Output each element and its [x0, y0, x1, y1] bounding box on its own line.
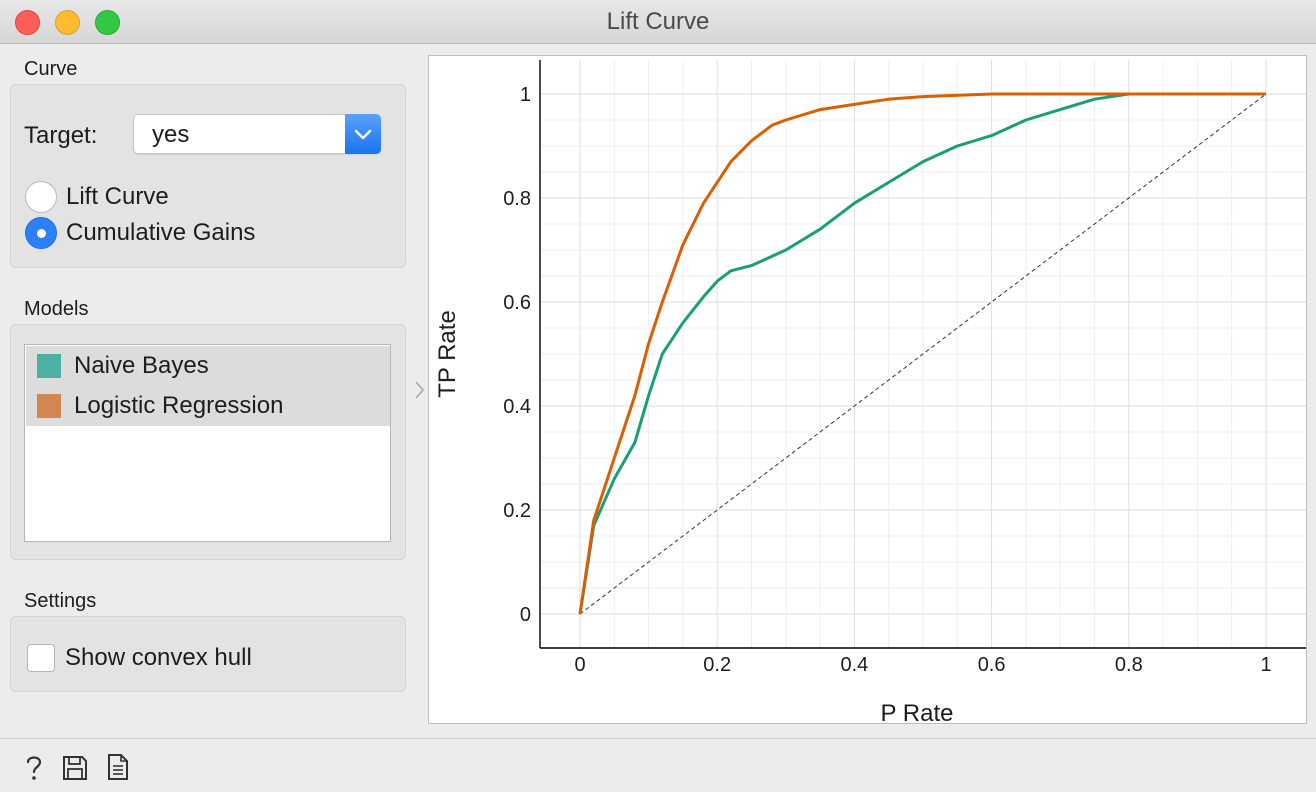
- x-tick-label: 0: [574, 654, 585, 676]
- naive-bayes-curve: [578, 92, 1266, 615]
- lift-curve-radio-option[interactable]: Lift Curve: [25, 180, 169, 214]
- diagonal-baseline: [579, 93, 1267, 615]
- cumulative-gains-radio-label: Cumulative Gains: [66, 219, 256, 246]
- y-tick-label: 0: [520, 604, 531, 626]
- y-tick-label: 0.2: [503, 500, 531, 522]
- y-tick-label: 1: [520, 84, 531, 106]
- y-tick-label: 0.4: [503, 396, 531, 418]
- x-tick-label: 0.8: [1115, 654, 1143, 676]
- logistic-regression-curve: [578, 92, 1266, 615]
- x-tick-label: 0.4: [840, 654, 868, 676]
- x-axis-title: P Rate: [881, 700, 954, 723]
- report-icon[interactable]: [106, 753, 130, 781]
- lift-curve-radio-label: Lift Curve: [66, 183, 169, 210]
- model-item-naive-bayes[interactable]: Naive Bayes: [26, 346, 390, 386]
- curve-section-label: Curve: [24, 58, 78, 80]
- target-label: Target:: [24, 122, 98, 149]
- x-tick-label: 0.2: [703, 654, 731, 676]
- target-combo-value: yes: [152, 121, 190, 148]
- y-axis-title: TP Rate: [434, 310, 461, 398]
- y-tick-label: 0.8: [503, 188, 531, 210]
- settings-box: [10, 616, 406, 692]
- target-combo[interactable]: yes: [133, 114, 381, 154]
- settings-section-label: Settings: [24, 590, 97, 612]
- lift-curve-radio[interactable]: [25, 181, 57, 213]
- minimize-window-button[interactable]: [55, 10, 80, 35]
- maximize-window-button[interactable]: [95, 10, 120, 35]
- plot-area[interactable]: 0 0.2 0.4 0.6 0.8 1 0 0.2 0.4 0.6 0.8 1 P Rate TP Rat…: [428, 55, 1307, 727]
- model-item-label: Logistic Regression: [74, 392, 284, 419]
- x-tick-label: 1: [1260, 654, 1271, 676]
- convex-hull-option[interactable]: Show convex hull: [27, 642, 252, 674]
- cumulative-gains-chart[interactable]: 0 0.2 0.4 0.6 0.8 1 0 0.2 0.4 0.6 0.8 1 P Rate TP Rat…: [429, 56, 1306, 727]
- cumulative-gains-radio-option[interactable]: Cumulative Gains: [25, 216, 255, 250]
- models-section-label: Models: [24, 298, 89, 320]
- help-icon[interactable]: [22, 753, 46, 781]
- title-bar[interactable]: Lift Curve: [0, 0, 1316, 44]
- bottom-status-bar: [0, 738, 1316, 792]
- model-item-label: Naive Bayes: [74, 352, 209, 379]
- naive-bayes-color-swatch: [37, 354, 61, 378]
- y-tick-label: 0.6: [503, 292, 531, 314]
- cumulative-gains-radio[interactable]: [25, 217, 57, 249]
- window-title: Lift Curve: [606, 8, 710, 35]
- convex-hull-checkbox[interactable]: [27, 644, 55, 672]
- combo-dropdown-button[interactable]: [345, 114, 381, 154]
- close-window-button[interactable]: [15, 10, 40, 35]
- panel-splitter-chevron-icon[interactable]: [413, 378, 425, 408]
- x-tick-label: 0.6: [978, 654, 1006, 676]
- models-list[interactable]: Naive Bayes Logistic Regression: [24, 344, 391, 542]
- save-icon[interactable]: [62, 753, 87, 781]
- convex-hull-label: Show convex hull: [65, 644, 252, 671]
- model-item-logistic-regression[interactable]: Logistic Regression: [26, 386, 390, 426]
- logistic-regression-color-swatch: [37, 394, 61, 418]
- chevron-down-icon: [354, 129, 372, 140]
